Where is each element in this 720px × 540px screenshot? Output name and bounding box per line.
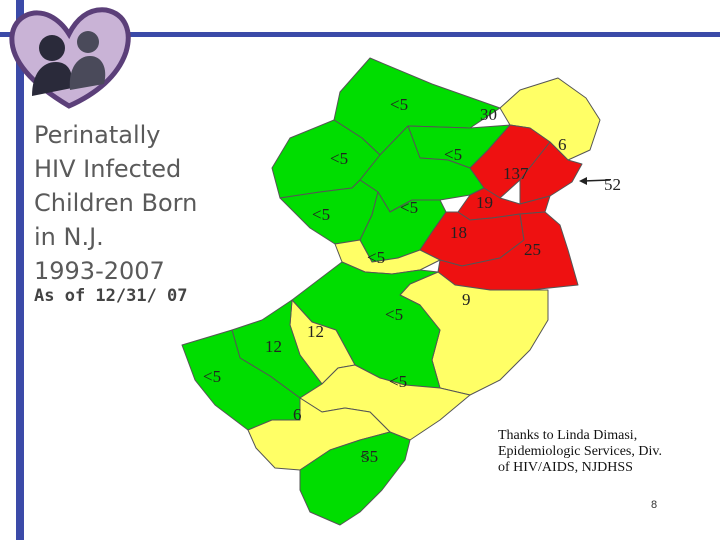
callout-arrow-head bbox=[579, 177, 587, 185]
title-line-3: Children Born bbox=[34, 189, 198, 217]
credit-line-2: Epidemiologic Services, Div. bbox=[498, 444, 662, 459]
county-cumberland bbox=[247, 397, 391, 471]
title-line-4: in N.J. bbox=[34, 223, 104, 251]
county-hudson bbox=[519, 141, 583, 205]
county-label-salem: <5 bbox=[389, 372, 407, 391]
title-line-2: HIV Infected bbox=[34, 155, 182, 183]
credit-line-1: Thanks to Linda Dimasi, bbox=[498, 428, 638, 443]
county-label-gloucester: <5 bbox=[203, 367, 221, 386]
county-label-camden: 12 bbox=[265, 337, 282, 356]
title-line-5: 1993-2007 bbox=[34, 257, 165, 285]
credit-text: Thanks to Linda Dimasi, Epidemiologic Se… bbox=[498, 428, 698, 476]
county-label-middlesex: 18 bbox=[450, 223, 467, 242]
heart-family-logo bbox=[9, 7, 131, 109]
county-label-ocean: 9 bbox=[462, 290, 471, 309]
top-accent-bar bbox=[0, 32, 720, 37]
county-label-morris: <5 bbox=[400, 198, 418, 217]
page-number: 8 bbox=[651, 499, 658, 511]
title-line-1: Perinatally bbox=[34, 121, 161, 149]
county-label-somerset: <5 bbox=[367, 248, 385, 267]
callout-arrow-line bbox=[582, 179, 611, 182]
county-label-monmouth: 25 bbox=[524, 240, 541, 259]
county-label-burlington: <5 bbox=[385, 305, 403, 324]
county-label-essex: 137 bbox=[503, 164, 529, 183]
county-label-hudson: 6 bbox=[558, 135, 567, 154]
county-label-hunterdon: <5 bbox=[312, 205, 330, 224]
callout-label: 52 bbox=[604, 175, 621, 194]
left-accent-bar bbox=[16, 0, 24, 540]
county-label-cumberland: 5 bbox=[361, 447, 370, 466]
county-cape-may bbox=[299, 431, 411, 526]
county-label-cape-may: <5 bbox=[360, 447, 378, 466]
slide-title: Perinatally HIV Infected Children Born i… bbox=[34, 118, 234, 288]
county-label-atlantic: 6 bbox=[293, 405, 302, 424]
county-label-union: 19 bbox=[476, 193, 493, 212]
credit-line-3: of HIV/AIDS, NJDHSS bbox=[498, 460, 633, 475]
county-label-bergen: 30 bbox=[480, 105, 497, 124]
county-label-warren: <5 bbox=[330, 149, 348, 168]
county-label-mercer: 12 bbox=[307, 322, 324, 341]
county-label-sussex: <5 bbox=[390, 95, 408, 114]
as-of-date: As of 12/31/ 07 bbox=[34, 286, 188, 306]
county-label-passaic: <5 bbox=[444, 145, 462, 164]
